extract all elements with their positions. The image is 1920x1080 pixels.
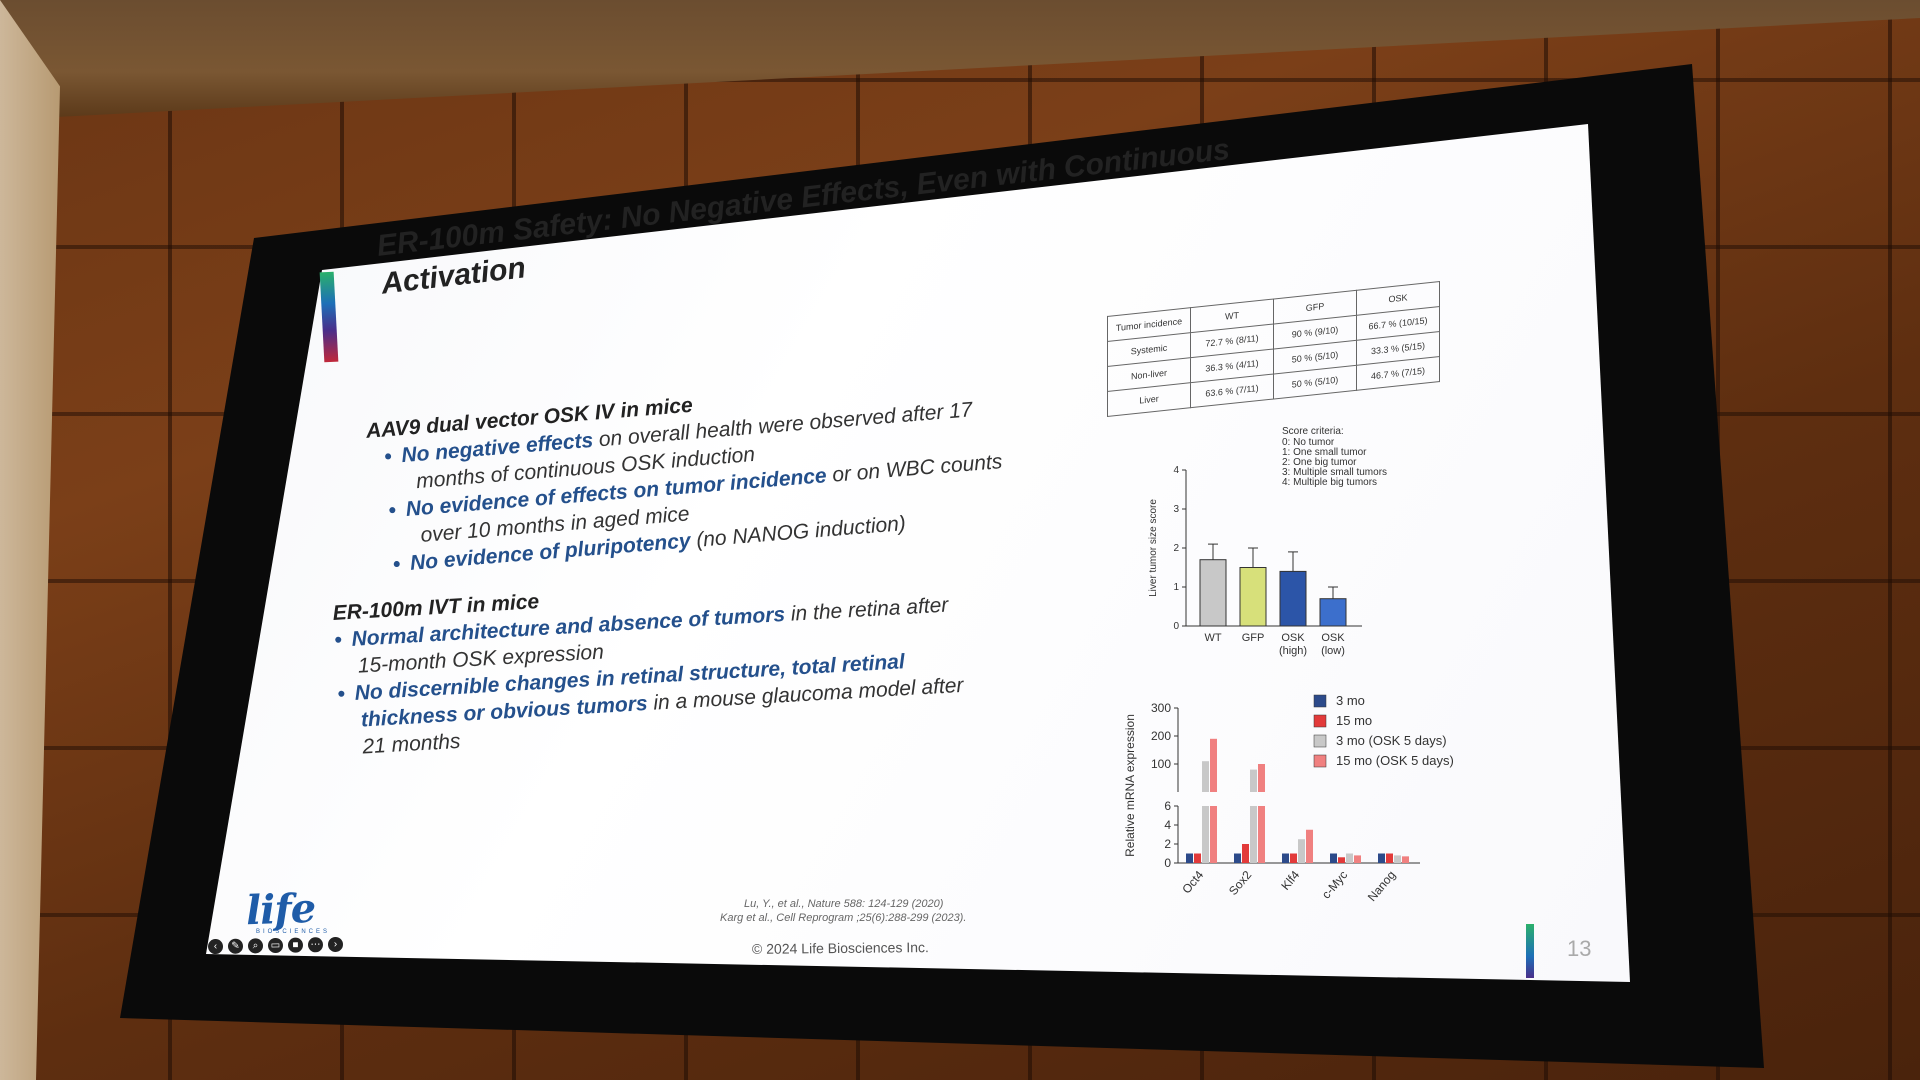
bar [1354, 855, 1361, 863]
y-tick-label: 6 [1164, 799, 1171, 813]
x-tick-label: c-Myc [1319, 868, 1350, 902]
x-tick-label: WT [1204, 632, 1221, 644]
captions-icon[interactable]: ▭ [267, 937, 284, 954]
camera-icon[interactable]: ■ [287, 937, 304, 953]
x-tick-label: Oct4 [1179, 868, 1206, 897]
annotation-line: 2: One big tumor [1282, 457, 1357, 468]
legend-label: 15 mo [1336, 713, 1372, 728]
y-tick-label: 4 [1164, 818, 1171, 832]
bar [1330, 853, 1337, 863]
logo-subtitle: BIOSCIENCES [256, 929, 331, 935]
x-tick-label: Nanog [1365, 868, 1398, 904]
legend-swatch [1313, 714, 1327, 728]
legend-label: 15 mo (OSK 5 days) [1336, 753, 1454, 768]
annotation-line: 1: One small tumor [1282, 447, 1367, 458]
y-tick-label: 2 [1164, 837, 1171, 851]
citation-2: Karg et al., Cell Reprogram ;25(6):288-2… [720, 912, 967, 924]
bar [1186, 853, 1193, 863]
bar-lower [1210, 806, 1217, 863]
annotation-title: Score criteria: [1282, 426, 1344, 437]
bar [1386, 853, 1393, 863]
annotation-line: 4: Multiple big tumors [1282, 477, 1377, 488]
bar [1279, 570, 1307, 627]
legend-label: 3 mo (OSK 5 days) [1336, 733, 1447, 748]
bar [1282, 853, 1289, 863]
footer-accent-bar [1526, 924, 1534, 978]
y-axis-label: Liver tumor size score [1148, 499, 1159, 597]
bar [1234, 853, 1241, 863]
y-tick-label: 0 [1164, 856, 1171, 870]
y-tick-label: 0 [1173, 621, 1179, 632]
bar [1239, 567, 1267, 627]
bar-upper [1202, 761, 1209, 792]
bar [1319, 598, 1347, 627]
x-tick-label: GFP [1242, 632, 1265, 644]
y-tick-label: 200 [1151, 729, 1171, 743]
annotation-line: 3: Multiple small tumors [1282, 467, 1387, 478]
y-tick-label: 3 [1173, 504, 1179, 515]
slideshow-toolbar[interactable]: ‹ ✎ ⌕ ▭ ■ ⋯ › [207, 936, 344, 955]
y-tick-label: 300 [1151, 701, 1171, 715]
y-tick-label: 1 [1173, 582, 1179, 593]
y-tick-label: 100 [1151, 757, 1171, 771]
y-tick-label: 2 [1173, 543, 1179, 554]
bar [1199, 559, 1227, 627]
bar [1394, 855, 1401, 863]
bar [1242, 844, 1249, 863]
y-axis-label: Relative mRNA expression [1123, 714, 1137, 857]
bar [1402, 856, 1409, 863]
bar-lower [1258, 806, 1265, 863]
x-tick-label: OSK [1281, 632, 1305, 644]
pen-icon[interactable]: ✎ [227, 938, 244, 954]
bar [1306, 829, 1313, 863]
x-tick-label: OSK [1321, 632, 1345, 644]
x-tick-label: (low) [1321, 645, 1345, 657]
copyright: © 2024 Life Biosciences Inc. [751, 939, 929, 957]
next-slide-icon[interactable]: › [327, 936, 344, 953]
citation-1: Lu, Y., et al., Nature 588: 124-129 (202… [744, 898, 944, 910]
slide-page-number: 13 [1567, 936, 1592, 961]
life-biosciences-logo: life [245, 884, 316, 935]
zoom-icon[interactable]: ⌕ [247, 938, 264, 954]
legend-swatch [1313, 734, 1327, 748]
x-tick-label: Klf4 [1278, 868, 1302, 893]
x-tick-label: Sox2 [1226, 868, 1255, 898]
legend-label: 3 mo [1336, 693, 1365, 708]
bar [1378, 853, 1385, 863]
bar-lower [1202, 806, 1209, 863]
bar-lower [1250, 806, 1257, 863]
bar-upper [1210, 738, 1217, 792]
annotation-line: 0: No tumor [1282, 437, 1335, 448]
bar [1290, 853, 1297, 863]
legend-swatch [1313, 754, 1327, 768]
legend-swatch [1313, 694, 1327, 708]
x-tick-label: (high) [1279, 645, 1307, 657]
previous-slide-icon[interactable]: ‹ [207, 938, 224, 955]
bar [1194, 853, 1201, 863]
more-options-icon[interactable]: ⋯ [307, 937, 324, 953]
bar [1346, 853, 1353, 863]
bar-upper [1258, 764, 1265, 792]
y-tick-label: 4 [1173, 465, 1179, 476]
bar-upper [1250, 769, 1257, 792]
bar [1298, 839, 1305, 863]
bar [1338, 857, 1345, 863]
